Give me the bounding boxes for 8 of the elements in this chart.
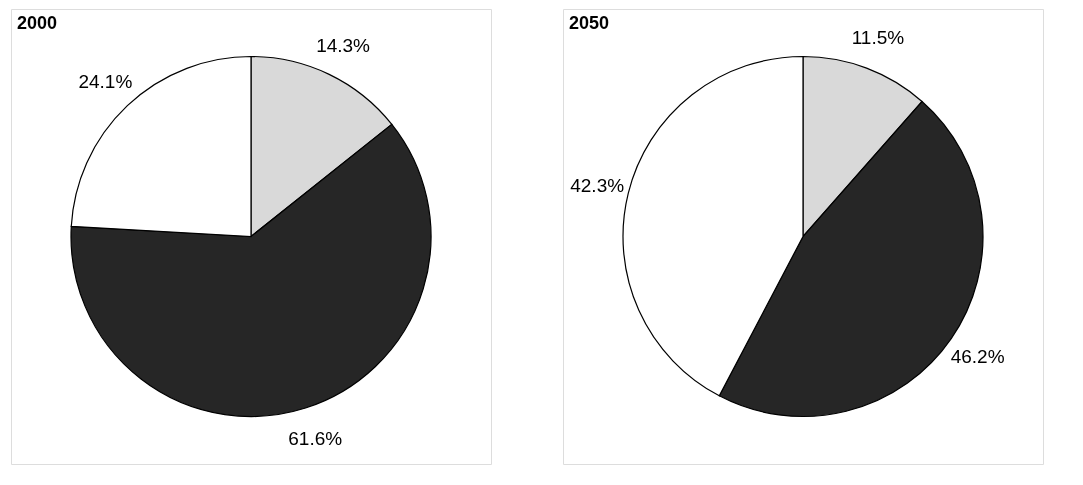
data-label: 14.3% [316,34,371,56]
chart-title: 2000 [17,13,58,33]
chart-title: 2050 [569,13,610,33]
data-label: 11.5% [851,27,905,49]
data-label: 46.2% [950,345,1005,367]
data-label: 42.3% [570,174,625,196]
data-label: 24.1% [78,71,133,93]
data-label: 61.6% [288,427,343,449]
